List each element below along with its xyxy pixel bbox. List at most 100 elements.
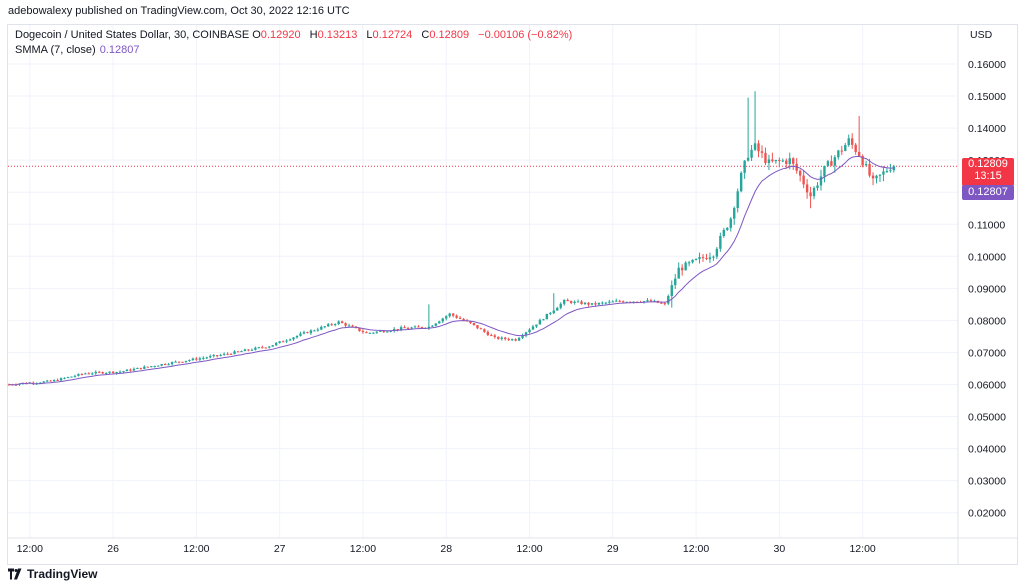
x-tick-label: 26 [107, 543, 119, 555]
candle [281, 340, 285, 343]
candle-body [139, 367, 143, 369]
candle-body [851, 138, 854, 145]
candle [649, 298, 653, 302]
candle [719, 232, 722, 252]
candle-body [483, 329, 486, 332]
candle [132, 367, 136, 371]
candle-body [618, 300, 621, 302]
candles-layer [7, 91, 896, 386]
candle-body [882, 171, 885, 175]
candle-body [750, 149, 753, 158]
candle-body [621, 301, 625, 303]
candle [597, 302, 601, 306]
candle [757, 140, 760, 158]
candle-body [274, 342, 278, 346]
candle-body [268, 346, 271, 348]
candle-body [115, 371, 118, 374]
candle-body [327, 324, 330, 327]
candle [500, 336, 503, 341]
candle [202, 356, 205, 360]
candle [517, 336, 521, 342]
candle-body [281, 341, 285, 343]
candle-body [198, 358, 202, 360]
candle [316, 327, 320, 332]
candle-body [729, 218, 732, 228]
candle-body [868, 164, 871, 176]
candle-body [757, 143, 760, 152]
candle [601, 301, 604, 305]
candle-body [753, 143, 757, 150]
candle-body [323, 326, 326, 328]
candle-body [77, 373, 80, 376]
candle-body [226, 353, 229, 355]
candle-body [597, 302, 601, 305]
candle-body [812, 187, 816, 197]
high-label: H [309, 29, 318, 41]
candle-body [295, 335, 299, 338]
candle [143, 365, 146, 370]
candle [226, 352, 229, 356]
candle [594, 301, 597, 307]
candle-body [108, 371, 111, 373]
candle-body [854, 144, 857, 152]
candle-body [857, 151, 861, 157]
candle-body [625, 301, 628, 303]
candle-body [236, 351, 240, 353]
candle [375, 331, 379, 334]
candle-body [389, 330, 392, 332]
candle-body [760, 151, 764, 153]
footer-brand[interactable]: TradingView [8, 567, 97, 581]
candle [871, 172, 875, 186]
candle-body [392, 328, 396, 331]
candle-body [608, 301, 611, 303]
candle-body [837, 150, 840, 158]
candle [674, 274, 677, 289]
candle-body [785, 160, 788, 164]
candle [153, 365, 156, 368]
candle-body [660, 302, 663, 304]
candle [590, 303, 594, 306]
candle [222, 352, 226, 356]
low-value: 0.12724 [372, 29, 413, 41]
smma-line [8, 155, 894, 386]
high-value: 0.13213 [317, 29, 358, 41]
candle [875, 174, 878, 184]
candle-body [826, 161, 830, 166]
candle-body [406, 328, 410, 330]
candle [111, 371, 115, 374]
candle [240, 350, 243, 353]
candle-body [361, 331, 365, 333]
candle [753, 91, 757, 152]
candle [80, 373, 84, 376]
candle-body [500, 337, 503, 339]
candle [406, 326, 410, 330]
candle-body [209, 356, 212, 358]
candle-body [566, 299, 569, 302]
candle-body [122, 371, 125, 373]
candle-body [805, 184, 809, 193]
candle-body [382, 330, 385, 333]
candle-body [889, 170, 892, 172]
candle-body [94, 371, 97, 374]
candle-body [264, 347, 267, 349]
candle-body [427, 326, 431, 329]
candle-body [472, 323, 476, 326]
candle [819, 169, 823, 191]
candle [812, 186, 816, 200]
candle-body [80, 373, 84, 375]
candle [323, 326, 326, 329]
candle-body [833, 157, 837, 166]
candle-body [684, 262, 687, 271]
smma-layer [8, 155, 894, 386]
candle [431, 324, 434, 327]
ohlc-legend: Dogecoin / United States Dollar, 30, COI… [15, 29, 578, 41]
candle [157, 365, 160, 367]
candle-body [191, 358, 195, 361]
candle-body [254, 347, 257, 350]
candle [538, 318, 542, 325]
candle-body [167, 364, 170, 366]
candle [587, 302, 590, 307]
candle-body [146, 366, 149, 368]
candle [184, 360, 188, 363]
